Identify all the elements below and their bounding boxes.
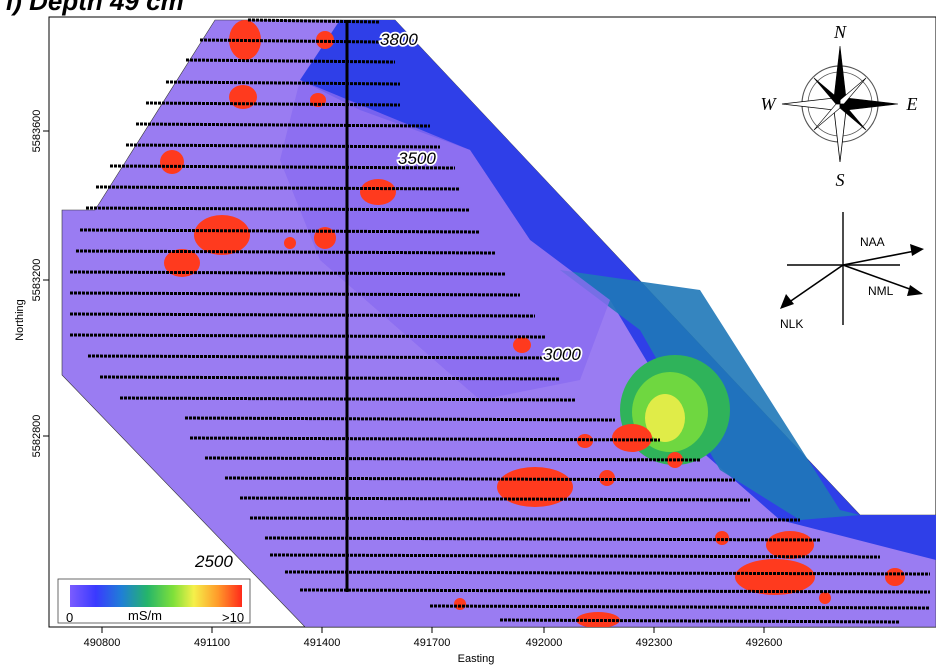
colour-legend: 0 mS/m >10 — [57, 578, 251, 625]
survey-lines — [69, 18, 931, 624]
survey-line — [249, 516, 801, 522]
direction-nlk: NLK — [780, 317, 803, 331]
survey-line — [269, 553, 881, 559]
figure-title: i) Depth 49 cm — [6, 0, 184, 16]
direction-nml: NML — [868, 284, 894, 298]
survey-line — [75, 249, 496, 255]
survey-line — [87, 354, 556, 360]
survey-line — [95, 185, 461, 191]
survey-line — [184, 416, 616, 422]
x-tick-label: 491100 — [194, 637, 230, 649]
survey-line — [99, 375, 561, 381]
x-tick-label: 490800 — [84, 637, 121, 649]
compass-south: S — [836, 170, 845, 190]
survey-line — [284, 570, 931, 576]
x-tick-label: 491400 — [304, 637, 341, 649]
y-tick-label: 5583600 — [31, 110, 43, 153]
survey-line — [199, 38, 381, 44]
survey-line — [135, 122, 431, 128]
direction-diagram: NAA NML NLK — [780, 212, 924, 331]
survey-line — [145, 101, 401, 107]
survey-line — [85, 206, 471, 212]
y-tick-label: 5583200 — [31, 259, 43, 302]
survey-line — [185, 58, 396, 64]
y-axis-title: Northing — [14, 299, 26, 341]
survey-line — [79, 228, 481, 234]
legend-colorbar — [70, 585, 242, 607]
survey-line — [69, 270, 506, 276]
survey-line — [189, 436, 661, 442]
x-tick-label: 492600 — [746, 637, 783, 649]
survey-line — [224, 476, 736, 482]
y-tick-label: 5582800 — [31, 415, 43, 458]
contour-label-3000: 3000 — [543, 345, 581, 364]
legend-unit-label: mS/m — [128, 608, 162, 623]
compass-rose: N S E W — [761, 22, 918, 190]
legend-max-label: >10 — [222, 610, 244, 625]
survey-line — [69, 333, 546, 339]
survey-line — [264, 536, 821, 542]
direction-naa: NAA — [860, 235, 885, 249]
compass-north: N — [833, 22, 847, 42]
map-layers — [61, 18, 936, 627]
survey-line — [247, 18, 381, 24]
x-tick-label: 492300 — [636, 637, 673, 649]
survey-line — [239, 496, 751, 502]
survey-line — [204, 456, 701, 462]
x-axis-ticks: 490800 491100 491400 491700 492000 492300 4926… — [84, 627, 783, 649]
survey-line — [165, 80, 401, 86]
x-axis-title: Easting — [458, 653, 495, 665]
inner-purple-region — [280, 80, 610, 400]
contour-label-2500: 2500 — [194, 552, 233, 571]
x-tick-label: 492000 — [526, 637, 563, 649]
survey-line — [299, 588, 931, 594]
survey-line — [109, 164, 456, 170]
contour-label-3500: 3500 — [398, 149, 436, 168]
hot-anomalies — [160, 20, 905, 627]
survey-line — [69, 312, 536, 318]
contour-label-3800: 3800 — [380, 30, 418, 49]
survey-line — [429, 604, 931, 610]
anomaly-yellow-east — [645, 394, 685, 442]
survey-line — [125, 143, 441, 149]
survey-line — [499, 618, 901, 624]
legend-min-label: 0 — [66, 610, 73, 625]
compass-east: E — [906, 94, 918, 114]
compass-west: W — [761, 94, 778, 114]
survey-line — [69, 291, 521, 297]
x-tick-label: 491700 — [414, 637, 451, 649]
y-axis-ticks: 5583600 5583200 5582800 — [31, 110, 49, 458]
